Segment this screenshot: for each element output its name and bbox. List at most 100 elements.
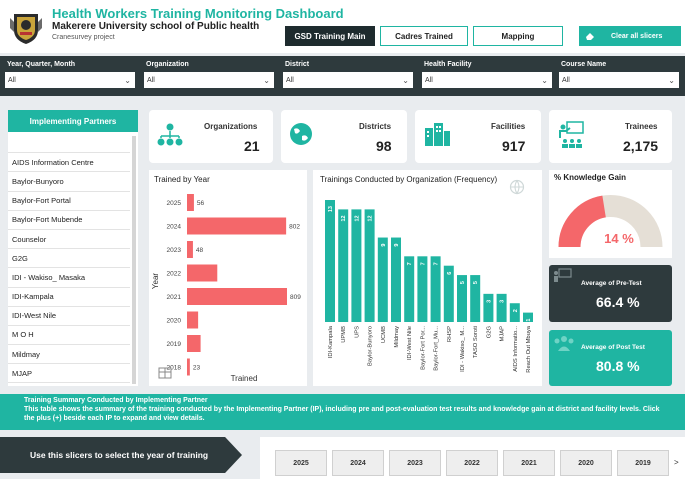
table-view-icon[interactable] — [158, 367, 172, 379]
kpi-organizations-label: Organizations — [204, 122, 258, 131]
organization-bar[interactable] — [377, 237, 388, 322]
organization-bar[interactable] — [351, 209, 362, 322]
organization-bar[interactable] — [404, 256, 415, 322]
filter-course-name-value: All — [562, 76, 570, 84]
organization-bar[interactable] — [483, 293, 494, 322]
classroom-icon — [554, 268, 572, 282]
organization-bar[interactable] — [470, 275, 481, 322]
knowledge-gain-title: % Knowledge Gain — [554, 173, 627, 182]
trained-by-year-bar[interactable] — [187, 194, 194, 211]
partner-list-item[interactable]: Counselor — [8, 229, 130, 250]
organization-bar[interactable] — [391, 237, 401, 322]
building-icon — [425, 123, 450, 146]
kpi-trainees-value: 2,175 — [623, 138, 659, 154]
trained-by-year-card — [149, 170, 307, 386]
trained-by-year-category-label: 2021 — [167, 294, 182, 301]
partners-scrollbar[interactable] — [132, 136, 136, 384]
partner-list-item[interactable]: Baylor-Fort Portal — [8, 191, 130, 211]
partner-list-item[interactable]: MJAP — [8, 364, 130, 384]
organization-bar[interactable] — [496, 293, 507, 322]
slicer-next-icon[interactable]: > — [674, 458, 679, 467]
nav-gsd-training-main-button[interactable]: GSD Training Main — [285, 26, 375, 46]
organization-bar[interactable] — [509, 303, 520, 322]
filter-label-course-name: Course Name — [561, 61, 607, 68]
organization-data-label: 7 — [420, 262, 426, 265]
trained-by-year-bar[interactable] — [187, 264, 218, 282]
trained-by-year-bar[interactable] — [187, 311, 199, 329]
trained-by-year-bar[interactable] — [187, 335, 201, 352]
knowledge-gain-value: 14 % — [604, 231, 634, 246]
trained-by-year-bar[interactable] — [187, 217, 287, 235]
nav-cadres-trained-button[interactable]: Cadres Trained — [380, 26, 468, 46]
chevron-down-icon: ⌄ — [541, 75, 548, 85]
eraser-icon — [586, 33, 594, 40]
chevron-down-icon: ⌄ — [668, 75, 675, 85]
organization-category-label: Mildmay — [394, 326, 400, 348]
organization-bar[interactable] — [430, 256, 441, 322]
filter-label-district: District — [285, 61, 310, 68]
partner-list-item[interactable]: G2G — [8, 249, 130, 269]
partner-list-item[interactable]: IDI - Wakiso_ Masaka — [8, 268, 130, 288]
organization-bar[interactable] — [457, 275, 467, 322]
organization-data-label: 1 — [526, 319, 532, 322]
chevron-down-icon: ⌄ — [402, 75, 409, 85]
organization-bar[interactable] — [523, 312, 533, 322]
trained-by-year-bar[interactable] — [187, 241, 193, 258]
partner-list-item[interactable]: Baylor-Fort Mubende — [8, 210, 130, 230]
partner-list-item[interactable]: AIDS Information Centre — [8, 153, 130, 173]
year-button-2023[interactable]: 2023 — [389, 450, 441, 476]
organization-bar[interactable] — [325, 200, 335, 322]
organization-category-label: MJAP — [500, 326, 506, 342]
year-button-2025[interactable]: 2025 — [275, 450, 327, 476]
post-test-card: Average of Post Test 80.8 % — [549, 330, 672, 386]
dashboard-title: Health Workers Training Monitoring Dashb… — [52, 6, 344, 21]
trained-by-year-data-label: 48 — [196, 247, 204, 254]
partners-list[interactable]: AIDS Information Centre Baylor-Bunyoro Bay… — [8, 134, 130, 384]
filter-label-year: Year, Quarter, Month — [7, 61, 76, 68]
year-button-2021[interactable]: 2021 — [503, 450, 555, 476]
trained-by-year-title: Trained by Year — [154, 175, 210, 184]
organization-data-label: 12 — [341, 215, 347, 221]
trainings-by-organization-chart[interactable]: 13IDI-Kampala12UPMB12UPS12Baylor-Bunyoro… — [313, 186, 542, 386]
organization-bar[interactable] — [443, 265, 454, 322]
chevron-down-icon: ⌄ — [124, 75, 131, 85]
year-button-2022[interactable]: 2022 — [446, 450, 498, 476]
chevron-down-icon: ⌄ — [263, 75, 270, 85]
filter-year-select[interactable]: All ⌄ — [5, 72, 135, 88]
organization-data-label: 13 — [328, 206, 334, 212]
trained-by-year-data-label: 56 — [197, 200, 205, 207]
organization-data-label: 5 — [460, 281, 466, 284]
group-icon — [554, 336, 574, 351]
filter-course-name-select[interactable]: All ⌄ — [559, 72, 679, 88]
partner-list-item[interactable]: IDI-Kampala — [8, 287, 130, 307]
year-button-2024[interactable]: 2024 — [332, 450, 384, 476]
clear-slicers-button[interactable]: Clear all slicers — [579, 26, 681, 46]
partner-list-item[interactable]: Baylor-Bunyoro — [8, 172, 130, 192]
organization-category-label: TASO Soroti — [473, 326, 479, 358]
trained-by-year-category-label: 2022 — [167, 271, 182, 278]
filter-health-facility-select[interactable]: All ⌄ — [422, 72, 552, 88]
trained-by-year-chart[interactable]: Year 2025 56 2024 802 2023 48 2022 2021 809 2020 20… — [149, 186, 307, 386]
pre-test-label: Average of Pre-Test — [581, 280, 642, 287]
filter-district-value: All — [286, 76, 294, 84]
trained-by-year-bar[interactable] — [187, 288, 287, 305]
organization-bar[interactable] — [364, 209, 375, 322]
project-name: Cranesurvey project — [52, 34, 115, 41]
nav-mapping-button[interactable]: Mapping — [473, 26, 563, 46]
partner-list-item[interactable]: IDI-West Nile — [8, 306, 130, 326]
year-button-2020[interactable]: 2020 — [560, 450, 612, 476]
trained-by-year-data-label: 809 — [290, 294, 301, 301]
partner-list-item[interactable] — [8, 134, 130, 154]
trained-by-year-bar[interactable] — [187, 358, 190, 376]
filter-organization-select[interactable]: All ⌄ — [144, 72, 274, 88]
kpi-facilities-label: Facilities — [491, 122, 526, 131]
trainings-by-organization-title: Trainings Conducted by Organization (Fre… — [320, 175, 498, 184]
partner-list-item[interactable]: Mildmay — [8, 345, 130, 365]
filter-district-select[interactable]: All ⌄ — [283, 72, 413, 88]
organization-bar[interactable] — [417, 256, 428, 322]
trained-by-year-category-label: 2024 — [167, 224, 182, 231]
organization-data-label: 9 — [394, 244, 400, 247]
year-button-2019[interactable]: 2019 — [617, 450, 669, 476]
organization-bar[interactable] — [338, 209, 349, 322]
partner-list-item[interactable]: M O H — [8, 325, 130, 346]
